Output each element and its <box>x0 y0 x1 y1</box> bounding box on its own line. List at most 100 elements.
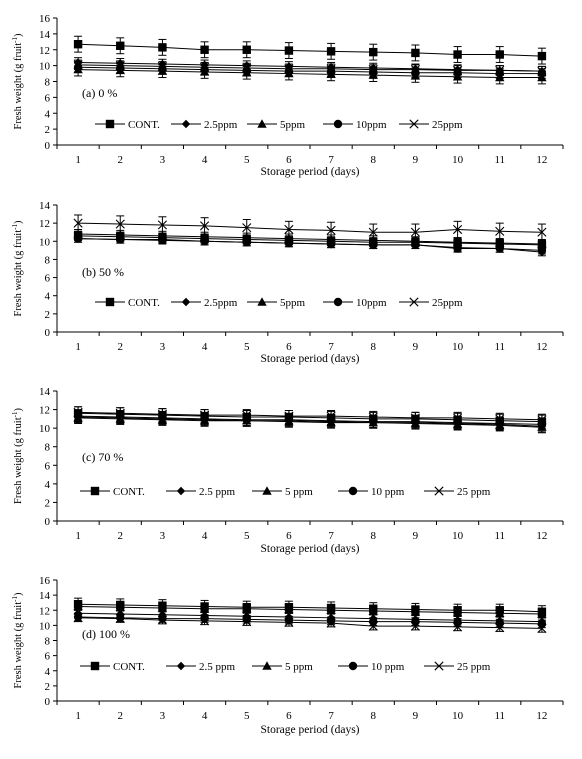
panel-label: (a) 0 % <box>82 86 117 100</box>
series-line <box>78 233 542 245</box>
x-tick-label: 3 <box>160 530 166 542</box>
legend-marker <box>262 486 272 495</box>
data-point <box>242 617 252 627</box>
y-tick-label: 0 <box>45 516 51 528</box>
series-5 <box>73 59 547 77</box>
legend-marker <box>181 297 191 307</box>
legend-marker <box>90 661 100 671</box>
y-tick-label: 12 <box>39 218 50 230</box>
legend-label: 2.5ppm <box>204 297 238 309</box>
legend-label: 2.5 ppm <box>199 486 236 498</box>
data-point <box>495 414 505 424</box>
data-point <box>73 39 83 49</box>
legend-label: 5 ppm <box>285 486 313 498</box>
data-point <box>368 621 378 631</box>
legend-label: 25ppm <box>432 297 463 309</box>
series-3 <box>73 601 547 619</box>
data-point <box>115 613 125 624</box>
y-tick-label: 6 <box>45 651 51 663</box>
x-tick-label: 6 <box>286 341 292 353</box>
series-line <box>78 64 542 72</box>
data-point <box>326 618 336 628</box>
data-point <box>410 227 421 237</box>
series-line <box>78 603 542 613</box>
series-line <box>78 412 542 423</box>
y-tick-label: 10 <box>39 423 51 435</box>
x-tick-label: 9 <box>413 710 419 722</box>
data-point <box>157 220 168 230</box>
data-point <box>326 47 336 56</box>
data-point <box>326 411 336 421</box>
data-point <box>157 409 168 419</box>
x-axis-title: Storage period (days) <box>261 543 360 555</box>
data-point <box>410 621 421 631</box>
data-point <box>284 46 294 55</box>
x-tick-label: 8 <box>371 530 377 542</box>
data-point <box>326 64 336 74</box>
y-axis-title: Fresh weight (g fruit-1) <box>11 220 24 316</box>
series-line <box>78 415 542 425</box>
x-tick-label: 1 <box>75 530 81 542</box>
x-tick-label: 4 <box>202 154 208 166</box>
x-tick-label: 9 <box>413 341 419 353</box>
data-point <box>537 246 547 255</box>
data-point <box>369 47 378 57</box>
panel-label: (b) 50 % <box>82 265 124 279</box>
data-point <box>158 235 167 244</box>
data-point <box>537 66 547 76</box>
data-point <box>537 609 547 618</box>
data-point <box>199 221 210 231</box>
y-tick-label: 6 <box>45 460 51 472</box>
y-tick-label: 10 <box>39 61 51 73</box>
data-point <box>199 616 210 626</box>
y-axis-title: Fresh weight (g fruit-1) <box>11 33 24 129</box>
y-tick-label: 0 <box>45 696 51 708</box>
y-tick-label: 4 <box>45 291 51 303</box>
data-point <box>242 410 252 420</box>
data-point <box>453 244 462 253</box>
x-tick-label: 8 <box>371 341 377 353</box>
data-point <box>452 607 463 617</box>
x-tick-label: 11 <box>494 154 505 166</box>
data-point <box>242 45 251 54</box>
data-point <box>410 65 421 75</box>
x-tick-label: 7 <box>328 530 334 542</box>
legend-marker <box>348 486 358 496</box>
data-point <box>199 604 210 613</box>
legend-label: 2.5ppm <box>204 119 238 131</box>
series-line <box>78 617 542 629</box>
data-point <box>116 41 125 50</box>
x-tick-label: 12 <box>536 530 547 542</box>
x-tick-label: 2 <box>118 154 124 166</box>
data-point <box>411 240 420 250</box>
data-point <box>537 227 547 237</box>
x-tick-label: 1 <box>75 154 81 166</box>
series-5 <box>73 406 547 426</box>
legend-marker <box>333 119 343 129</box>
panel-label: (c) 70 % <box>82 450 123 464</box>
data-point <box>452 413 463 423</box>
legend-label: CONT. <box>113 486 145 498</box>
x-tick-label: 5 <box>244 341 250 353</box>
y-tick-label: 2 <box>45 124 51 136</box>
legend-marker <box>90 486 100 496</box>
series-line <box>78 417 542 428</box>
series-4 <box>73 234 547 255</box>
series-line <box>78 616 542 625</box>
series-5 <box>73 613 547 633</box>
data-point <box>242 223 252 233</box>
legend-marker <box>257 119 267 128</box>
x-tick-label: 10 <box>452 710 464 722</box>
x-axis-title: Storage period (days) <box>261 724 360 736</box>
data-point <box>200 237 209 246</box>
data-point <box>73 601 83 611</box>
legend-label: 5ppm <box>280 297 306 309</box>
y-tick-label: 10 <box>39 620 51 632</box>
data-point <box>284 604 294 614</box>
data-point <box>495 608 505 617</box>
data-point <box>495 65 505 75</box>
legend-label: 25 ppm <box>457 486 491 498</box>
data-point <box>242 63 252 73</box>
legend: CONT. 2.5ppm 5ppm 10ppm 25ppm <box>95 119 463 131</box>
legend-label: 10 ppm <box>371 486 405 498</box>
